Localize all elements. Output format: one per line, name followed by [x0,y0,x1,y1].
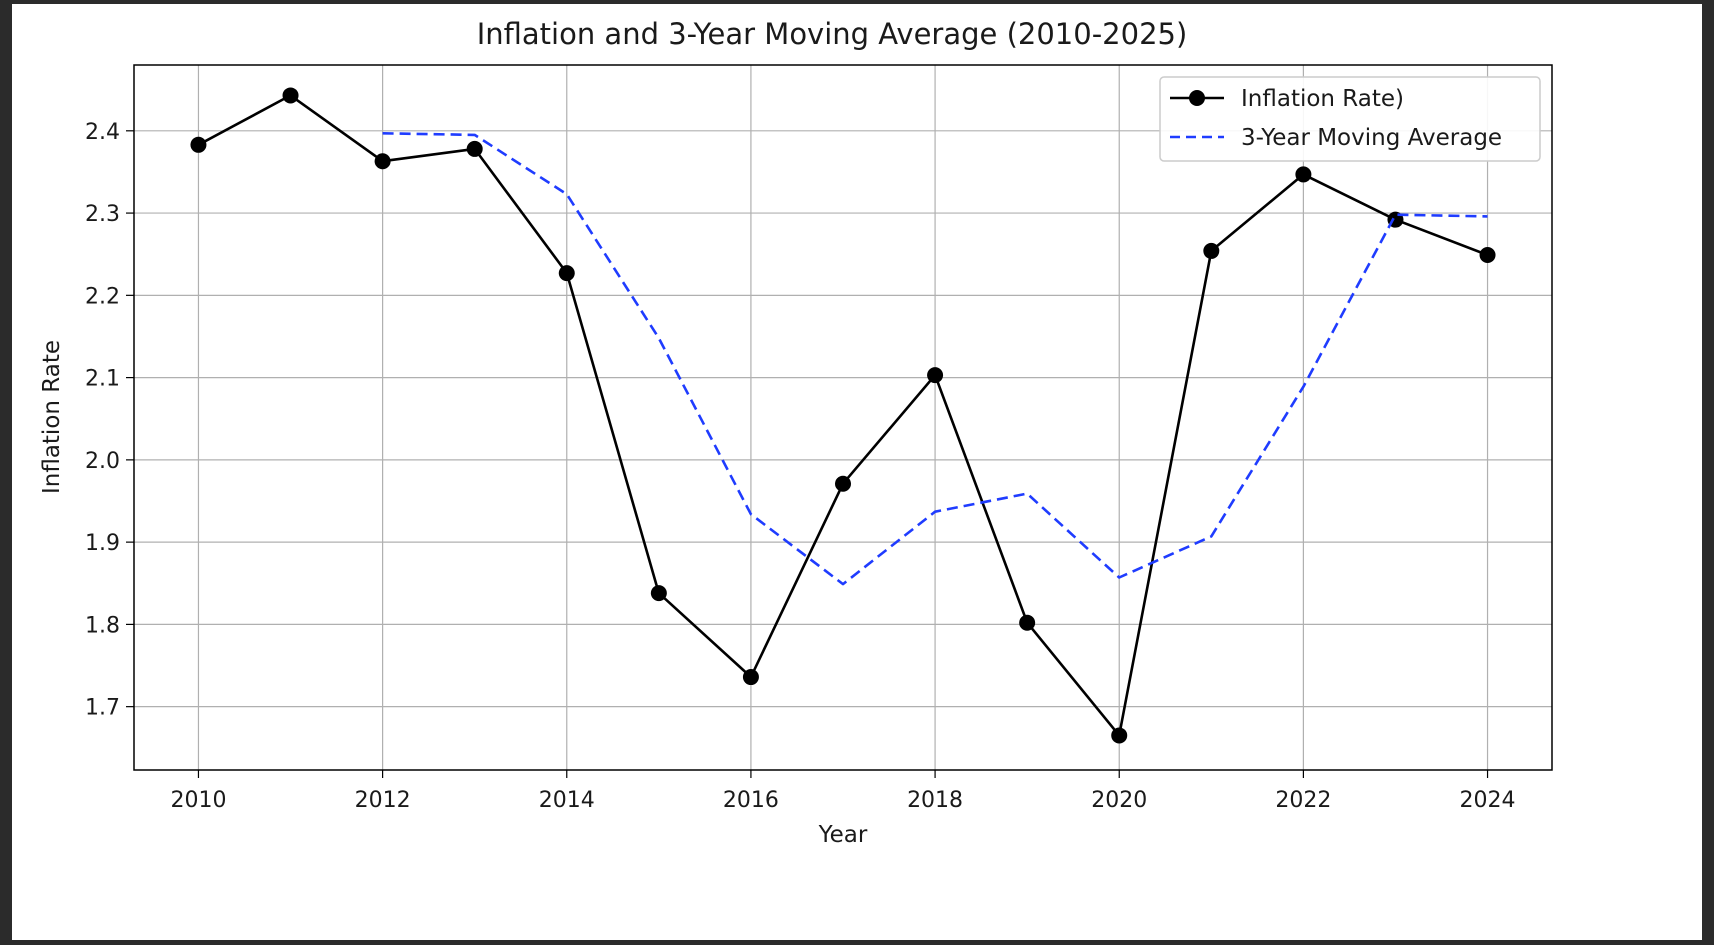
x-tick-label: 2020 [1091,788,1147,813]
series-line-inflation-rate [197,94,1488,737]
legend-marker-inflation [1189,90,1205,106]
series-line-moving-average [382,132,1488,586]
y-tick-label: 2.0 [85,449,120,474]
data-point [835,475,851,492]
data-point [1203,242,1220,259]
x-tick-label: 2016 [723,788,779,813]
x-axis-label: Year [818,822,868,848]
data-point [466,140,483,157]
x-tick-label: 2010 [170,788,226,813]
legend-label-moving-average: 3-Year Moving Average [1241,125,1502,151]
x-tick-label: 2022 [1275,788,1331,813]
data-point [190,136,207,153]
data-point [282,87,299,104]
data-point [742,669,759,686]
data-point [1111,727,1128,744]
grid-lines [134,65,1552,770]
x-tick-label: 2012 [355,788,411,813]
x-axis: 2010 2012 2014 2016 2018 2020 2022 2024 [170,770,1516,813]
line-chart: Inflation and 3-Year Moving Average (201… [39,17,1553,848]
data-point [1479,247,1496,264]
legend-label-inflation: Inflation Rate) [1241,86,1404,112]
x-tick-label: 2018 [907,788,963,813]
y-tick-label: 2.1 [85,367,120,392]
y-tick-label: 1.9 [85,531,120,556]
y-tick-label: 2.2 [85,284,120,309]
y-tick-label: 1.7 [85,696,120,721]
data-point [1295,166,1312,183]
y-tick-label: 2.3 [85,202,120,227]
y-tick-label: 1.8 [85,613,120,638]
x-tick-label: 2014 [539,788,595,813]
chart-title: Inflation and 3-Year Moving Average (201… [477,17,1188,51]
chart-figure: Inflation and 3-Year Moving Average (201… [12,4,1702,940]
plot-area [133,64,1553,771]
data-point [558,265,575,282]
data-point [927,367,944,384]
legend-box [1159,76,1541,162]
series-layer [190,87,1496,744]
y-axis-label: Inflation Rate [39,340,65,494]
y-tick-label: 2.4 [85,120,120,145]
y-axis: 1.7 1.8 1.9 2.0 2.1 2.2 2.3 2.4 [85,120,134,721]
data-point [374,153,391,170]
data-point [1019,614,1036,631]
data-point [650,585,667,602]
legend: Inflation Rate) 3-Year Moving Average [1159,76,1541,162]
x-tick-label: 2024 [1460,788,1516,813]
